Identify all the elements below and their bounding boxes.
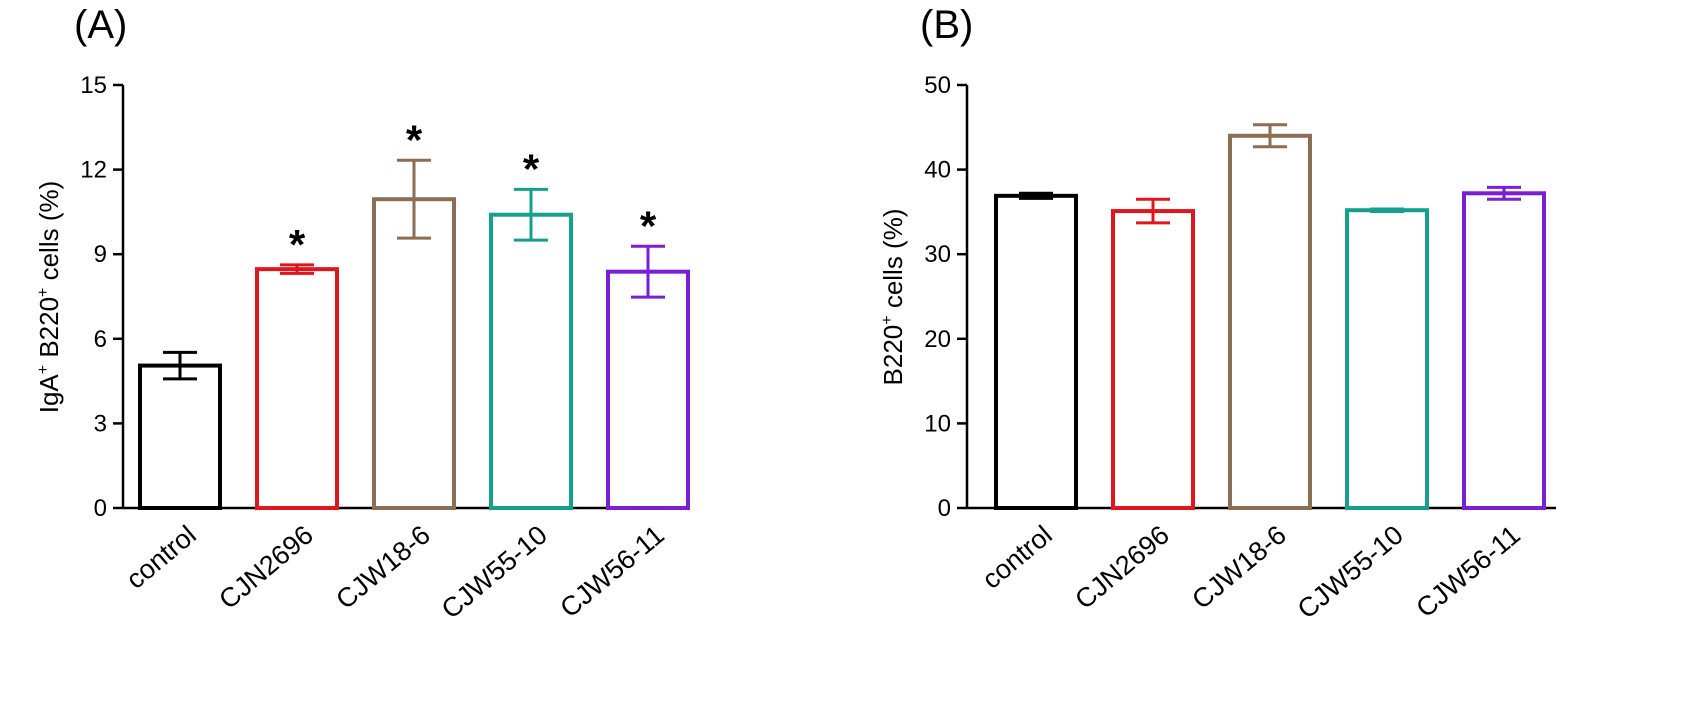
panel-a-significance-star: * [523,145,540,192]
panel-b-bar [1228,133,1312,510]
panel-a-plot: 0 3 6 9 12 15 control * CJN2696 * CJW18-6 * CJW55-10… [80,72,690,625]
panel-a-significance-star: * [289,221,306,268]
panel-a-category-label: control [120,520,201,595]
panel-a-label: (A) [74,3,127,47]
panel-b-bar [994,193,1078,511]
panel-b-bar [1345,208,1429,510]
panel-b-category-label: CJW56-11 [1410,520,1525,624]
panel-b-bar [1462,191,1546,510]
panel-a-bar [255,267,339,510]
panel-a-category-label: CJW56-11 [554,520,669,624]
panel-a-ylabel: IgA+ B220+ cells (%) [34,181,64,414]
panel-b-category-label: control [976,520,1057,595]
panel-b-category-label: CJW55-10 [1292,520,1409,625]
panel-a-ytick-label: 15 [80,72,107,99]
panel-a-ytick-label: 0 [94,495,107,522]
panel-b-ylabel: B220+ cells (%) [878,209,908,386]
panel-b-label: (B) [920,3,973,47]
panel-a-bar [372,197,456,511]
panel-a: (A) IgA+ B220+ cells (%) 0 3 6 9 12 15 control… [34,3,690,625]
panel-a-ytick-label: 3 [94,410,107,437]
panel-a-bar [489,212,573,510]
panel-b-ytick-label: 0 [938,495,951,522]
panel-a-significance-star: * [406,116,423,163]
panel-b-category-label: CJW18-6 [1186,520,1291,615]
panel-b-ytick-label: 10 [924,410,951,437]
panel-a-ytick-label: 12 [80,157,107,184]
panel-a-category-label: CJW55-10 [436,520,553,625]
panel-b-ytick-label: 30 [924,241,951,268]
panel-b-ytick-label: 20 [924,326,951,353]
panel-a-ytick-label: 9 [94,241,107,268]
panel-a-bar [606,269,690,510]
panel-a-category-label: CJN2696 [213,520,319,615]
panel-a-ytick-label: 6 [94,326,107,353]
panel-b-plot: 0 10 20 30 40 50 control CJN2696 CJW18-6 CJW55-10… [924,72,1556,625]
panel-b-category-label: CJN2696 [1069,520,1175,615]
panel-b-bar [1111,209,1195,511]
panel-b-ytick-label: 50 [924,72,951,99]
panel-a-significance-star: * [640,202,657,249]
panel-a-category-label: CJW18-6 [330,520,435,615]
panel-b-ytick-label: 40 [924,157,951,184]
panel-a-bar [138,363,222,510]
